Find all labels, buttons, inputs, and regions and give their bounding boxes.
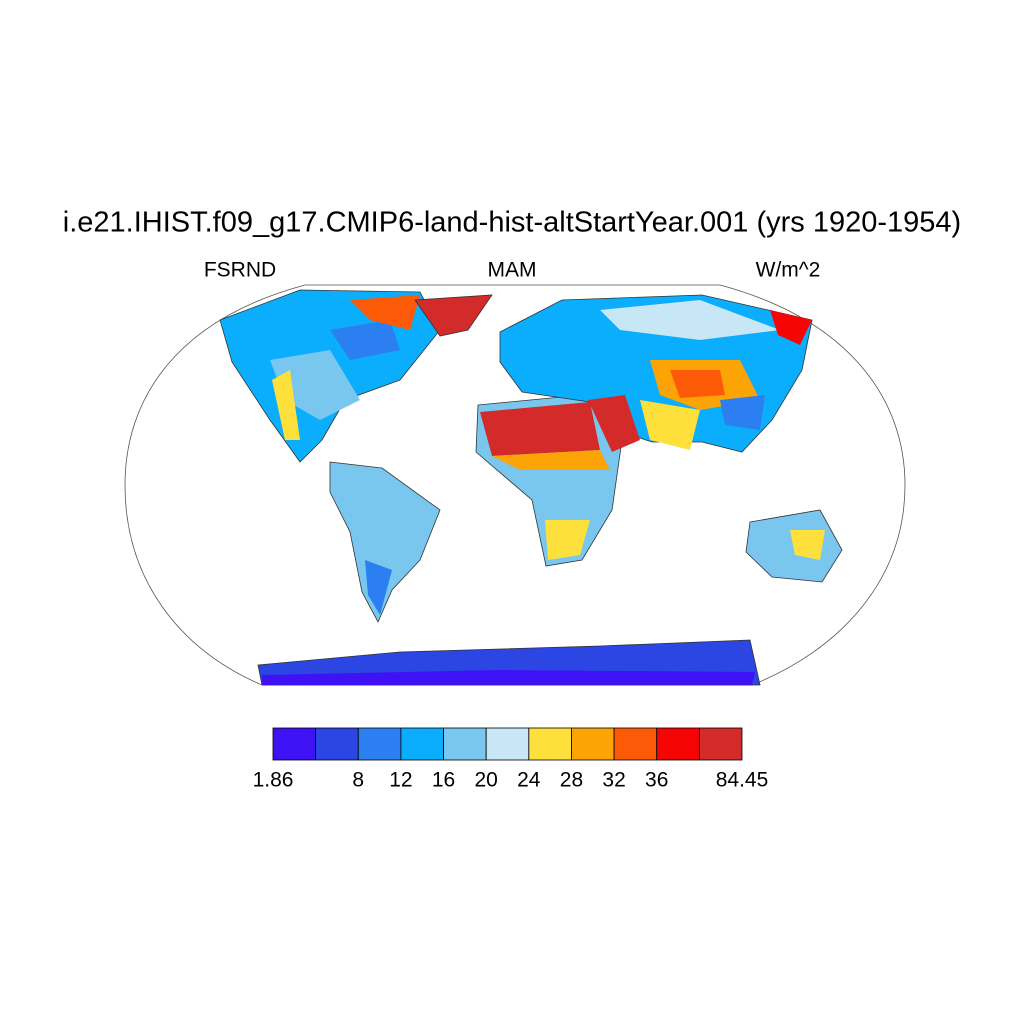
china-patch [720,395,765,430]
right-string: W/m^2 [756,259,821,282]
sahel [492,450,610,470]
colorbar-label: 16 [432,769,455,792]
map [124,284,906,686]
colorbar-box [528,727,572,761]
australia-patch [790,530,825,560]
colorbar-box [698,727,743,761]
africa-patch [545,520,590,560]
north-america-patch [350,295,420,330]
colorbar-box [272,727,317,761]
east-siberia [770,310,812,345]
india [640,400,700,450]
colorbar-box [656,727,700,761]
colorbar-label: 36 [645,769,668,792]
colorbar-label: 8 [352,769,364,792]
north-america-patch [272,370,300,440]
colorbar-label: 84.45 [716,769,769,792]
colorbar-box [357,727,402,761]
colorbar-box [400,727,444,761]
colorbar-box [315,727,359,761]
colorbar-box [613,727,658,761]
colorbar-label: 20 [475,769,498,792]
sahara [480,402,600,456]
colorbar-box [485,727,530,761]
south-america-patch [365,560,392,615]
colorbar-label: 12 [389,769,412,792]
colorbar-box [571,727,615,761]
center-string: MAM [488,259,537,282]
colorbar-label: 1.86 [253,769,294,792]
colorbar-label: 24 [517,769,541,792]
antarctica-patch [262,670,755,685]
arabia [588,395,640,452]
eurasia-patch [600,300,780,340]
north-america-patch [330,320,400,360]
south-america [329,461,441,623]
colorbar-box [443,727,487,761]
colorbar-label: 32 [602,769,625,792]
title: i.e21.IHIST.f09_g17.CMIP6-land-hist-altS… [63,207,961,239]
colorbar-label: 28 [560,769,583,792]
greenland [414,294,493,337]
central-asia-patch [670,370,725,398]
left-string: FSRND [204,259,276,282]
colorbar: 1.86 8 12 16 20 24 28 32 36 84.45 [253,727,769,792]
